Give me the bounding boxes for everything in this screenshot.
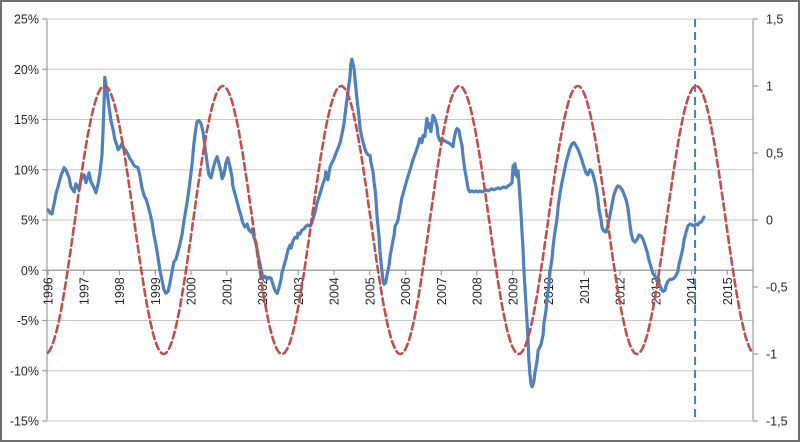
blue-solid-series [46, 57, 706, 389]
x-axis-year-label: 2012 [614, 277, 628, 305]
y-axis-right-tick-label: 0 [766, 214, 773, 228]
y-axis-left-tick-label: -15% [10, 415, 39, 429]
y-axis-left-tick-label: 25% [14, 13, 39, 27]
x-axis-year-label: 2008 [471, 277, 485, 305]
y-axis-left-tick-label: 15% [14, 113, 39, 127]
y-axis-left-tick-label: -10% [10, 364, 39, 378]
x-axis-year-label: 2007 [435, 277, 449, 305]
y-axis-right-tick-label: 1 [766, 80, 773, 94]
x-axis-year-label: 2014 [685, 277, 699, 305]
x-axis-year-label: 2011 [578, 277, 592, 304]
x-axis-year-label: 2001 [220, 277, 234, 305]
y-axis-left-tick-label: 0% [21, 264, 39, 278]
red-dashed-sine [46, 84, 754, 356]
x-axis-year-label: 1997 [77, 277, 91, 305]
x-axis-year-label: 1999 [149, 277, 163, 305]
x-axis-year-label: 2004 [328, 277, 342, 305]
y-axis-left-tick-label: 5% [21, 214, 39, 228]
y-axis-left-tick-label: 20% [14, 63, 39, 77]
x-axis-year-label: 2005 [363, 277, 377, 305]
x-axis-year-label: 2015 [721, 277, 735, 305]
y-axis-right-tick-label: -1,5 [766, 415, 788, 429]
y-axis-right-tick-label: -0,5 [766, 281, 788, 295]
x-axis-year-label: 2006 [399, 277, 413, 305]
y-axis-right-tick-label: 0,5 [766, 147, 783, 161]
x-axis-year-label: 1998 [113, 277, 127, 305]
y-axis-left-tick-label: -5% [17, 314, 39, 328]
y-axis-left-tick-label: 10% [14, 163, 39, 177]
x-axis-year-label: 1996 [42, 277, 56, 305]
x-axis-year-label: 2002 [256, 277, 270, 305]
x-axis-year-label: 2009 [506, 277, 520, 305]
x-axis-year-label: 2000 [185, 277, 199, 305]
y-axis-right-tick-label: 1,5 [766, 13, 783, 27]
y-axis-right-tick-label: -1 [766, 348, 777, 362]
